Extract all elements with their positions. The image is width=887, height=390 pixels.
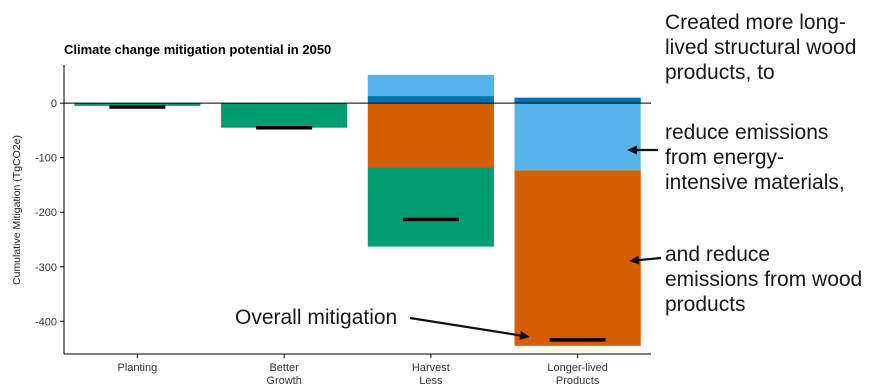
y-tick-label-1: -100 <box>35 153 57 165</box>
annotation-bottom-line-3: products <box>665 293 746 316</box>
annotation-overall-mitigation: Overall mitigation <box>235 306 398 329</box>
bar-segment-0-1 <box>221 103 348 128</box>
arrow-to-wood-products <box>629 255 662 265</box>
bar-segment-0-0 <box>74 103 201 106</box>
y-axis-label: Cumulative Mitigation (TgCO2e) <box>11 135 23 285</box>
bar-segment-1-2 <box>367 103 494 168</box>
bar-segment-3-2 <box>367 96 494 104</box>
annotation-arrows <box>409 145 662 340</box>
y-tick-label-4: -400 <box>35 316 57 328</box>
annotation-bottom: and reduce emissions from wood products <box>665 242 862 317</box>
bar-segment-2-2 <box>367 74 494 97</box>
x-tick-label-3: Longer-lived Products <box>547 362 608 387</box>
annotation-top-line-1: Created more long- <box>665 11 846 34</box>
y-tick-label-0: 0 <box>51 98 57 110</box>
plot-area: 0 -100 -200 -300 -400 Planting Better Growth Har… <box>35 65 651 387</box>
annotation-middle: reduce emissions from energy- intensive … <box>665 120 845 195</box>
chart-title: Climate change mitigation potential in 2… <box>64 42 331 57</box>
annotation-top-line-3: products, to <box>665 61 775 84</box>
y-tick-label-3: -300 <box>35 262 57 274</box>
x-tick-label-1: Better Growth <box>266 362 301 387</box>
annotation-top: Created more long- lived structural wood… <box>665 10 856 85</box>
annotation-middle-line-3: intensive materials, <box>665 171 845 194</box>
annotation-bottom-line-2: emissions from wood <box>665 268 863 291</box>
annotation-bottom-line-1: and reduce <box>665 243 771 266</box>
annotation-middle-line-2: from energy- <box>665 146 785 169</box>
arrow-to-overall-mitigation <box>409 316 530 340</box>
annotation-middle-line-1: reduce emissions <box>665 121 829 144</box>
arrow-to-energy-materials <box>627 145 658 155</box>
bar-segment-3-3 <box>514 97 641 104</box>
annotation-top-line-2: lived structural wood <box>665 36 857 59</box>
bar-segment-1-3 <box>514 170 641 346</box>
bar-segment-0-2 <box>367 167 494 247</box>
x-tick-label-0: Planting <box>117 362 157 374</box>
x-tick-label-2: Harvest Less <box>412 362 450 387</box>
y-tick-label-2: -200 <box>35 207 57 219</box>
bar-segment-2-3 <box>514 97 641 171</box>
